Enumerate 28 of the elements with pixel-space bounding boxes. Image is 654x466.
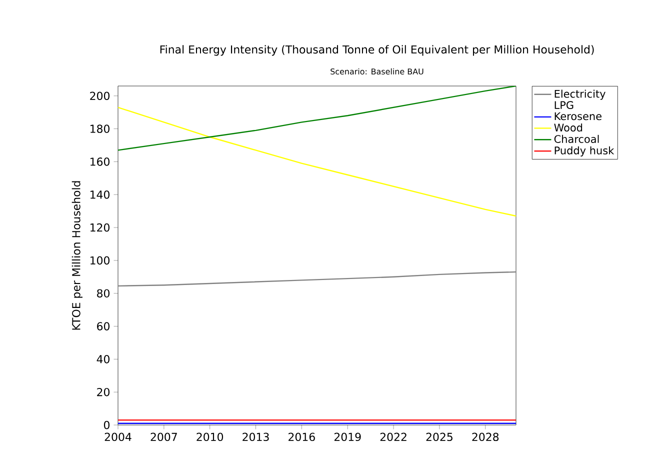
y-tick-label: 20 — [97, 388, 110, 396]
x-tick-label: 2022 — [380, 432, 406, 442]
x-tick-label: 2013 — [242, 432, 269, 442]
x-tick-label: 2007 — [150, 432, 177, 442]
x-tick-label: 2010 — [196, 432, 224, 442]
text: LPG — [554, 101, 574, 110]
legend-label: Charcoal — [554, 134, 599, 143]
y-axis-title: KTOE per Million Household — [72, 181, 82, 330]
y-tick-label: 200 — [90, 92, 110, 100]
chart-title: Final Energy Intensity (Thousand Tonne of Oil Equivalent per Million Household) — [160, 45, 594, 56]
y-tick-label: 60 — [97, 322, 110, 330]
x-tick-label: 2004 — [104, 432, 132, 442]
y-tick-label: 0 — [104, 420, 110, 430]
y-tick-label: 160 — [90, 158, 110, 166]
x-tick-label: 2028 — [472, 432, 499, 442]
x-tick-label: 2025 — [426, 432, 452, 442]
y-tick-label: 40 — [96, 355, 110, 364]
y-tick-label: 100 — [90, 256, 110, 265]
y-tick-label: 180 — [90, 124, 110, 133]
legend-label: Electricity — [554, 90, 606, 100]
y-tick-label: 120 — [90, 223, 110, 232]
x-tick-label: 2016 — [288, 432, 315, 442]
y-tick-label: 80 — [97, 289, 110, 298]
legend-label: Kerosene — [554, 112, 602, 120]
legend-label: Puddy husk — [554, 146, 614, 156]
legend-label: Wood — [554, 123, 582, 132]
x-tick-label: 2019 — [334, 432, 361, 442]
y-tick-label: 140 — [90, 190, 110, 199]
